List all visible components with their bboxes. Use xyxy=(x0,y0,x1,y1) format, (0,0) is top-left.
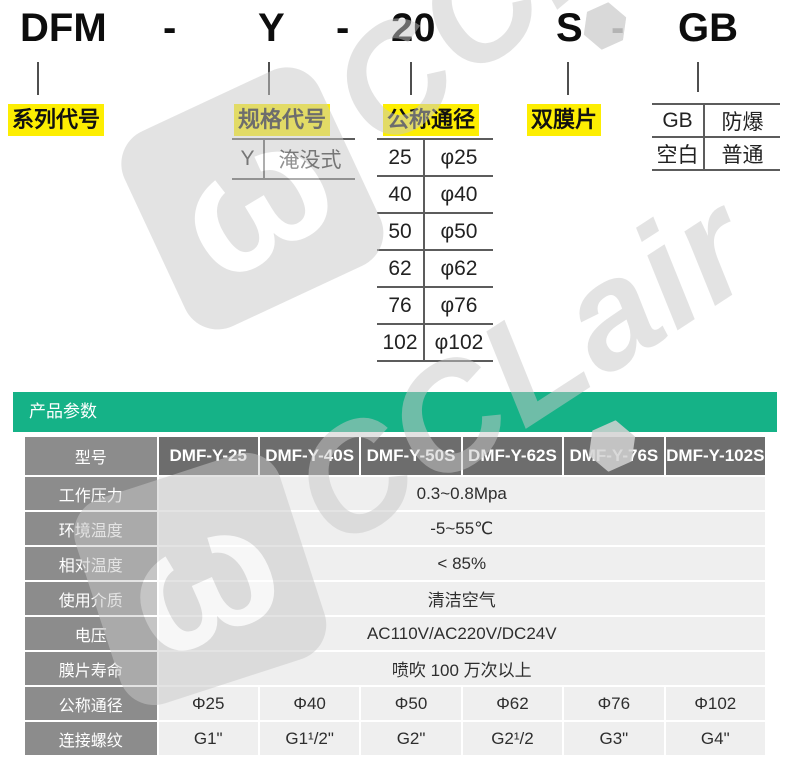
dia-code: 62 xyxy=(388,256,412,280)
row-label: 公称通径 xyxy=(25,687,157,720)
table-row: 连接螺纹 G1" G1¹/2" G2" G2¹/2 G3" G4" xyxy=(25,722,765,755)
cell-value: G1" xyxy=(158,722,258,755)
gb-meaning: 防爆 xyxy=(703,105,780,136)
table-row: 25 φ25 xyxy=(377,138,493,177)
table-row: 使用介质 清洁空气 xyxy=(25,582,765,615)
cell-value: G1¹/2" xyxy=(259,722,360,755)
row-label: 使用介质 xyxy=(25,582,157,615)
header-model-label: 型号 xyxy=(25,437,157,475)
table-row: 102 φ102 xyxy=(377,325,493,362)
cell-value: G3" xyxy=(564,722,664,755)
table-row: 76 φ76 xyxy=(377,288,493,325)
diameter-table: 25 φ25 40 φ40 50 φ50 62 φ62 76 φ76 102 φ… xyxy=(377,138,493,362)
model-column-header: DMF-Y-50S xyxy=(361,437,461,475)
dia-code: 40 xyxy=(388,182,412,206)
gb-meaning: 普通 xyxy=(703,138,780,169)
table-row: 40 φ40 xyxy=(377,177,493,214)
code-diaphragm: S xyxy=(556,6,583,50)
cell-value: G2¹/2 xyxy=(462,722,563,755)
row-label: 工作压力 xyxy=(25,477,157,510)
section-banner: 产品参数 xyxy=(13,392,777,432)
gb-code: 空白 xyxy=(656,143,699,167)
tick-diameter xyxy=(410,62,412,95)
dia-code: 102 xyxy=(382,330,418,354)
cell-value: Φ76 xyxy=(564,687,664,720)
callout-series-label: 系列代号 xyxy=(8,104,105,136)
dia-code: 76 xyxy=(388,293,412,317)
model-column-header: DMF-Y-102S xyxy=(665,437,765,475)
code-series: DFM xyxy=(20,6,107,50)
dia-size: φ62 xyxy=(423,251,493,286)
code-dash-2: - xyxy=(336,6,350,50)
tick-diaphragm xyxy=(567,62,569,95)
table-row: 50 φ50 xyxy=(377,214,493,251)
dia-size: φ50 xyxy=(423,214,493,249)
table-row: 环境温度 -5~55℃ xyxy=(25,512,765,545)
dia-code: 25 xyxy=(388,145,412,169)
row-value: < 85% xyxy=(158,547,765,580)
table-row: 相对温度 < 85% xyxy=(25,547,765,580)
row-label: 电压 xyxy=(25,617,157,650)
code-spec: Y xyxy=(258,6,285,50)
spec-code-table: Y 淹没式 xyxy=(232,138,355,180)
row-value: 喷吹 100 万次以上 xyxy=(158,652,765,685)
table-row: GB 防爆 xyxy=(652,103,780,138)
parameters-table: 型号 DMF-Y-25 DMF-Y-40S DMF-Y-50S DMF-Y-62… xyxy=(23,435,767,757)
table-header-row: 型号 DMF-Y-25 DMF-Y-40S DMF-Y-50S DMF-Y-62… xyxy=(25,437,765,475)
row-label: 相对温度 xyxy=(25,547,157,580)
row-value: 清洁空气 xyxy=(158,582,765,615)
spec-code: Y xyxy=(240,147,255,170)
code-explosion: GB xyxy=(678,6,738,50)
model-column-header: DMF-Y-76S xyxy=(564,437,664,475)
tick-series xyxy=(37,62,39,95)
code-dash-3: - xyxy=(611,6,625,50)
brand-logo-icon: ω xyxy=(109,55,396,342)
tick-gb xyxy=(697,62,699,92)
table-row: 工作压力 0.3~0.8Mpa xyxy=(25,477,765,510)
callout-spec-label: 规格代号 xyxy=(234,104,331,136)
cell-value: G4" xyxy=(665,722,765,755)
row-label: 膜片寿命 xyxy=(25,652,157,685)
table-row: 空白 普通 xyxy=(652,138,780,171)
cell-value: Φ62 xyxy=(462,687,563,720)
dia-size: φ102 xyxy=(423,325,493,360)
model-column-header: DMF-Y-25 xyxy=(158,437,258,475)
model-column-header: DMF-Y-40S xyxy=(259,437,360,475)
dia-size: φ25 xyxy=(423,140,493,175)
gb-code: GB xyxy=(662,108,693,132)
table-row: 电压 AC110V/AC220V/DC24V xyxy=(25,617,765,650)
cell-value: Φ40 xyxy=(259,687,360,720)
dia-code: 50 xyxy=(388,219,412,243)
gb-table: GB 防爆 空白 普通 xyxy=(652,103,780,171)
cell-value: G2" xyxy=(361,722,461,755)
row-value: AC110V/AC220V/DC24V xyxy=(158,617,765,650)
table-row: Y 淹没式 xyxy=(232,138,355,180)
spec-meaning: 淹没式 xyxy=(263,140,355,178)
model-column-header: DMF-Y-62S xyxy=(462,437,563,475)
table-row: 62 φ62 xyxy=(377,251,493,288)
row-value: 0.3~0.8Mpa xyxy=(158,477,765,510)
callout-diaphragm-label: 双膜片 xyxy=(527,104,602,136)
cell-value: Φ50 xyxy=(361,687,461,720)
code-diameter: 20 xyxy=(391,6,436,50)
cell-value: Φ25 xyxy=(158,687,258,720)
row-label: 连接螺纹 xyxy=(25,722,157,755)
dia-size: φ76 xyxy=(423,288,493,323)
cell-value: Φ102 xyxy=(665,687,765,720)
row-label: 环境温度 xyxy=(25,512,157,545)
table-row: 膜片寿命 喷吹 100 万次以上 xyxy=(25,652,765,685)
tick-spec xyxy=(268,62,270,95)
dia-size: φ40 xyxy=(423,177,493,212)
row-value: -5~55℃ xyxy=(158,512,765,545)
table-row: 公称通径 Φ25 Φ40 Φ50 Φ62 Φ76 Φ102 xyxy=(25,687,765,720)
callout-diameter-label: 公称通径 xyxy=(383,104,480,136)
code-dash-1: - xyxy=(163,6,177,50)
